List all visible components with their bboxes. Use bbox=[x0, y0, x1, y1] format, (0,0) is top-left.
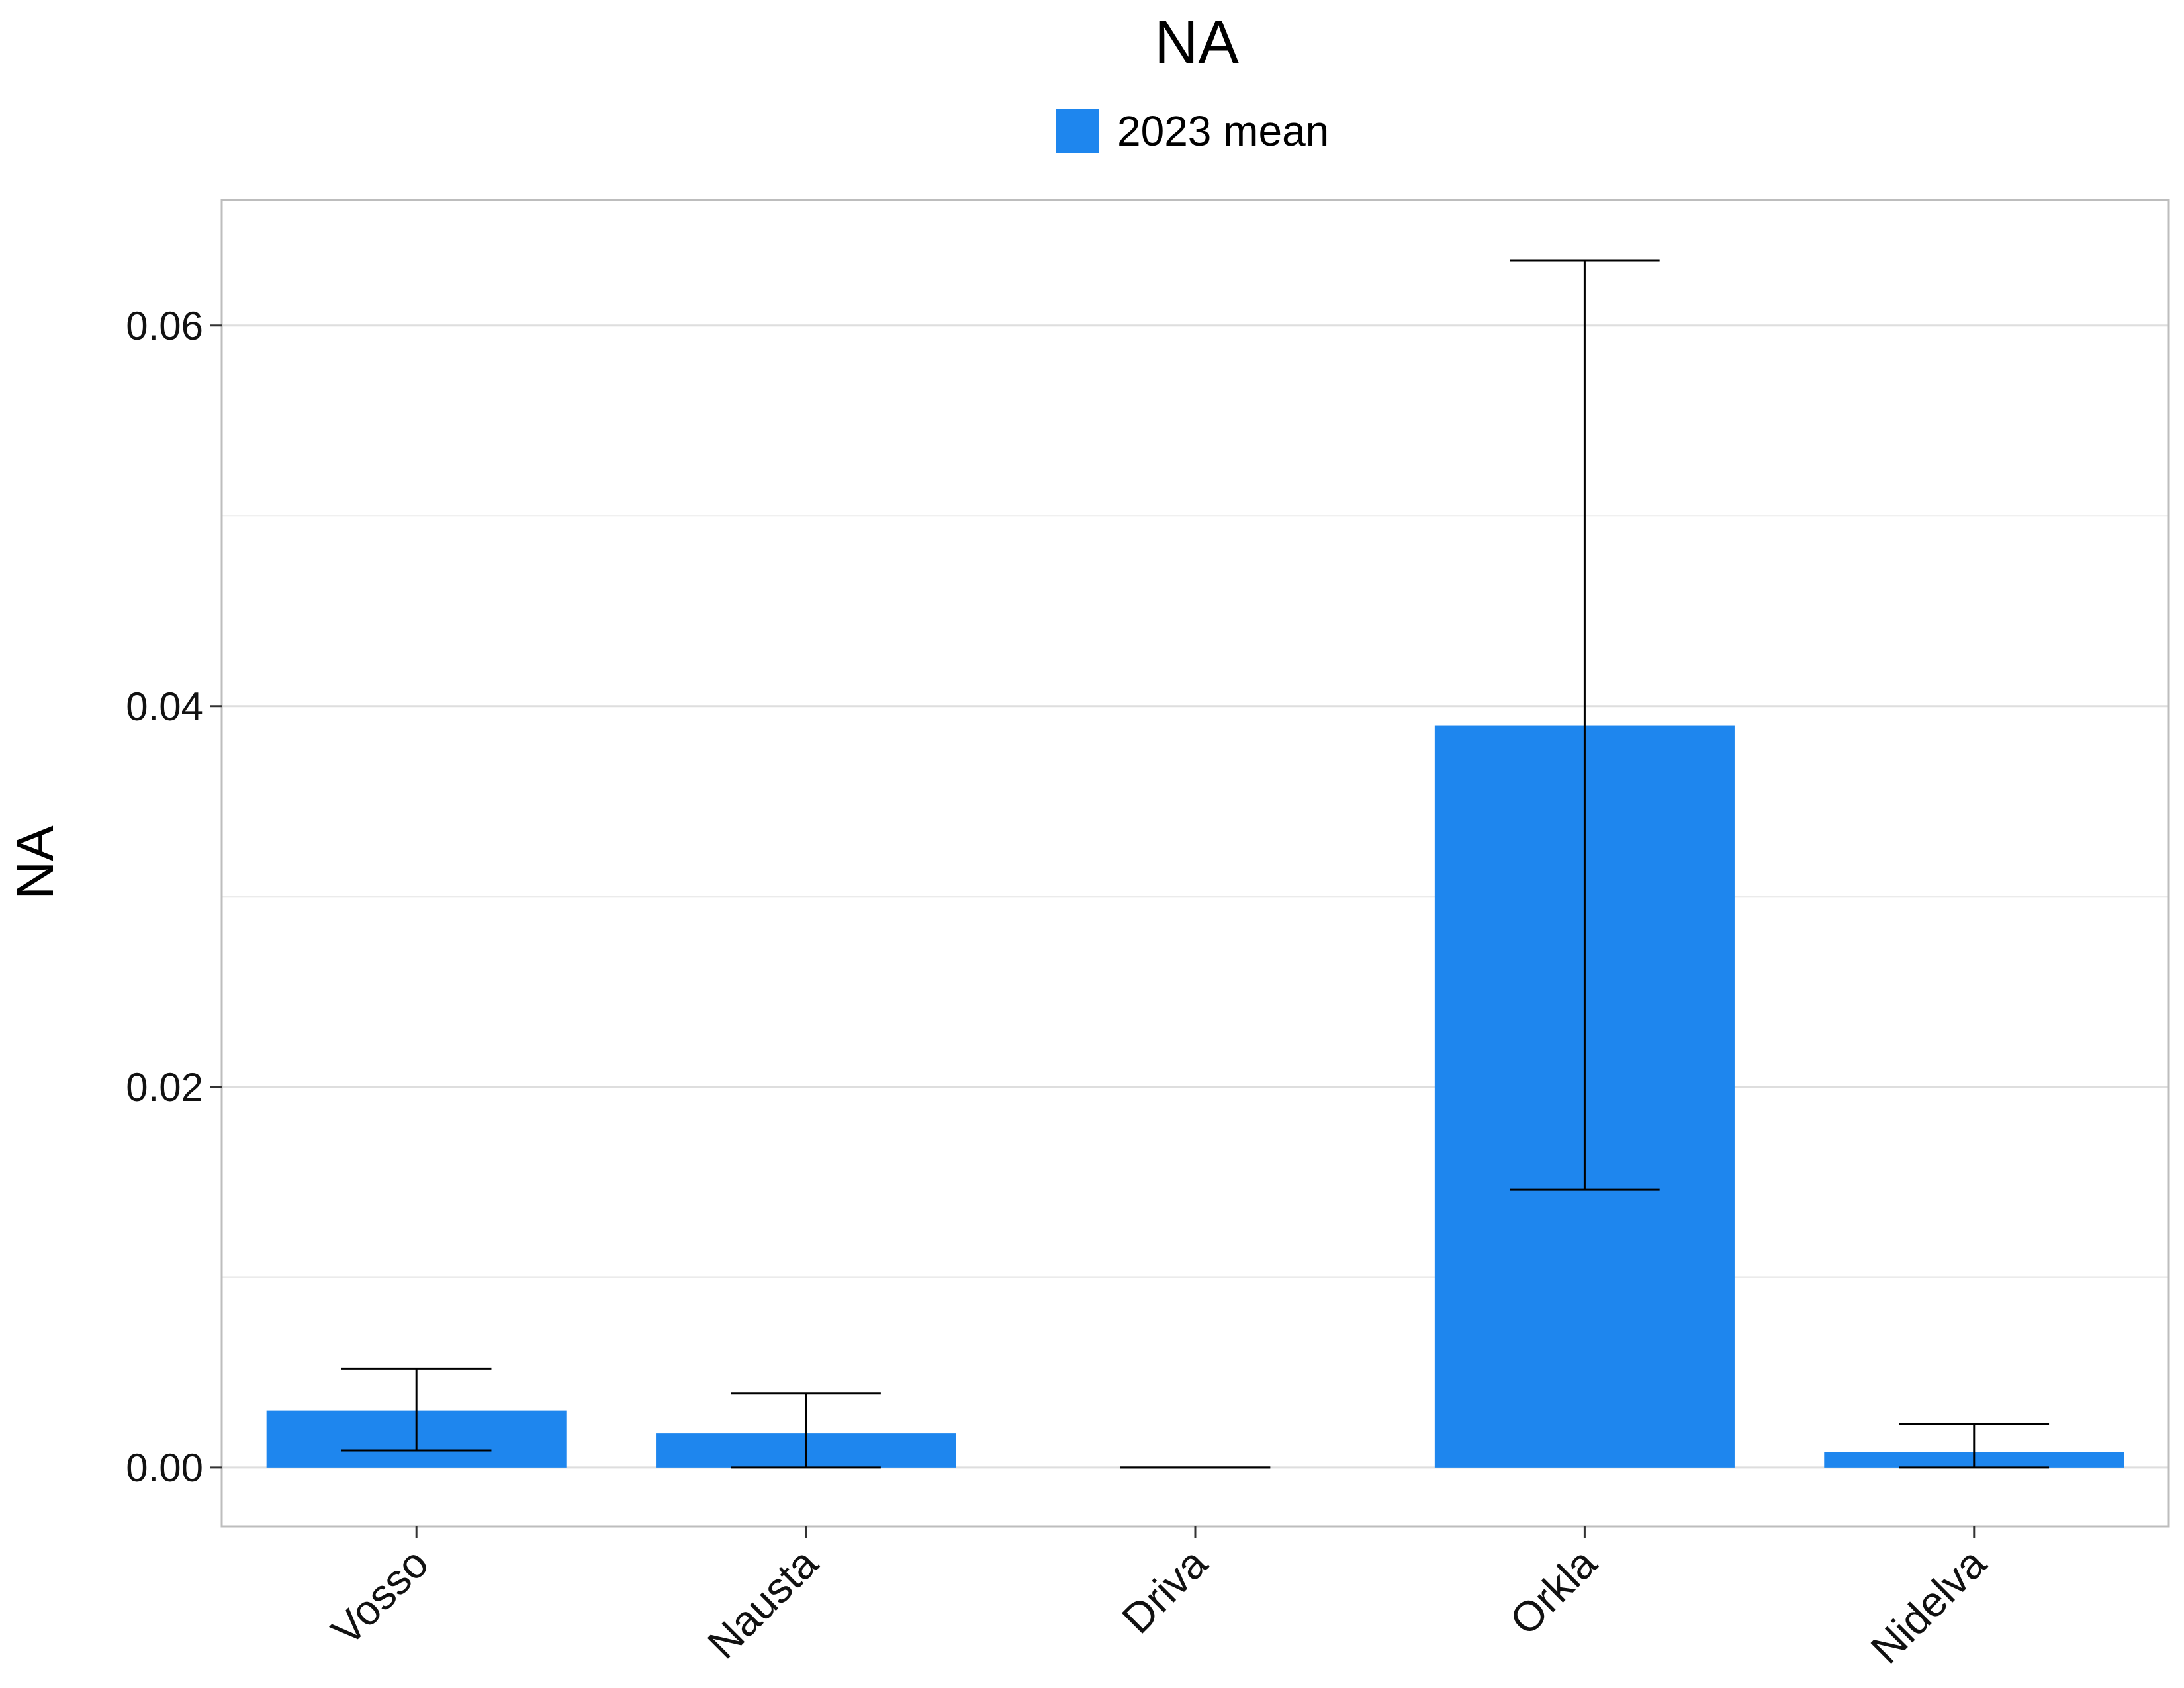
y-axis-label: NA bbox=[5, 825, 64, 900]
error-bar-nidelva bbox=[1899, 1423, 2050, 1469]
error-bar-orkla bbox=[1510, 259, 1660, 1191]
x-tick-label: Nidelva bbox=[1862, 1539, 1995, 1673]
legend-label: 2023 mean bbox=[1117, 107, 1329, 155]
x-axis-ticks: Vosso Nausta Driva Orkla Nidelva bbox=[322, 1526, 1995, 1673]
x-tick-label: Driva bbox=[1113, 1539, 1216, 1643]
chart-title: NA bbox=[1154, 9, 1239, 76]
error-bar-nausta bbox=[731, 1392, 881, 1469]
x-tick-label: Orkla bbox=[1500, 1539, 1606, 1644]
y-tick-label: 0.02 bbox=[126, 1065, 203, 1109]
chart-legend: 2023 mean bbox=[1056, 107, 1329, 155]
plot-panel bbox=[222, 200, 2169, 1526]
y-tick-label: 0.00 bbox=[126, 1446, 203, 1490]
x-tick-label: Nausta bbox=[698, 1539, 827, 1668]
x-tick-label: Vosso bbox=[322, 1539, 437, 1654]
error-bar-vosso bbox=[341, 1367, 492, 1452]
y-axis-ticks: 0.00 0.02 0.04 0.06 bbox=[126, 304, 222, 1490]
legend-swatch bbox=[1056, 109, 1099, 153]
y-tick-label: 0.06 bbox=[126, 304, 203, 348]
y-tick-label: 0.04 bbox=[126, 684, 203, 729]
error-bars bbox=[341, 259, 2050, 1469]
